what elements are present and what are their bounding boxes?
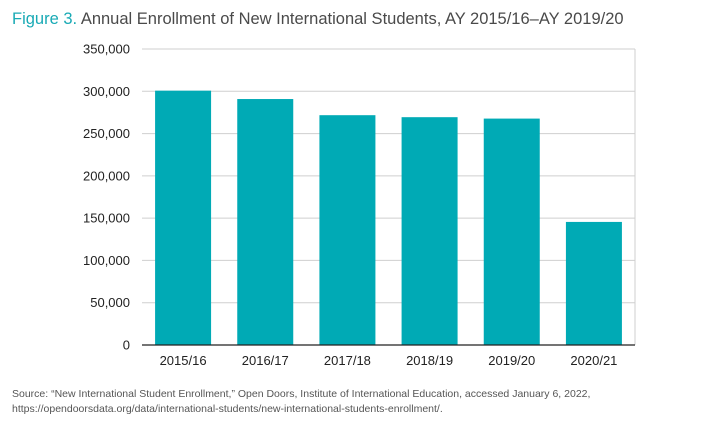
bar <box>319 115 376 346</box>
x-tick-label: 2016/17 <box>242 353 289 368</box>
axes: 0 50,000 100,000 150,000 200,000 250,000 300,0… <box>83 42 635 368</box>
bar <box>401 117 458 345</box>
y-tick-label: 100,000 <box>83 253 130 268</box>
y-tick-label: 0 <box>123 338 130 353</box>
bar <box>565 221 622 345</box>
y-tick-label: 350,000 <box>83 42 130 57</box>
y-tick-label: 50,000 <box>90 295 130 310</box>
source-note: Source: “New International Student Enrol… <box>12 388 591 415</box>
y-tick-label: 150,000 <box>83 211 130 226</box>
bar-chart: 0 50,000 100,000 150,000 200,000 250,000 300,0… <box>83 42 636 368</box>
figure-label: Figure 3. <box>12 10 78 28</box>
chart-title: Figure 3. Annual Enrollment of New Inter… <box>12 10 624 29</box>
x-tick-label: 2019/20 <box>488 353 535 368</box>
x-tick-label: 2020/21 <box>570 353 617 368</box>
x-tick-label: 2015/16 <box>160 353 207 368</box>
x-tick-label: 2018/19 <box>406 353 453 368</box>
gridlines <box>142 48 636 345</box>
bars <box>155 90 622 346</box>
chart-title-text: Annual Enrollment of New International S… <box>80 10 624 28</box>
bar <box>237 99 294 345</box>
bar <box>483 118 540 346</box>
y-tick-label: 200,000 <box>83 168 130 183</box>
bar <box>155 90 212 345</box>
y-tick-label: 250,000 <box>83 126 130 141</box>
y-tick-label: 300,000 <box>83 84 130 99</box>
x-tick-label: 2017/18 <box>324 353 371 368</box>
